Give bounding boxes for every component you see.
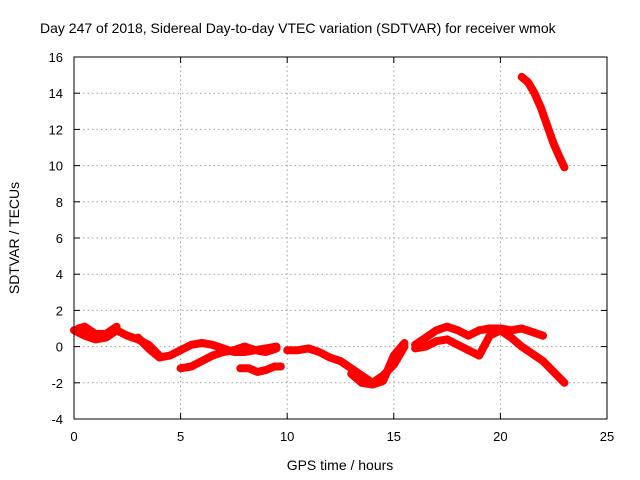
- y-tick-label: 0: [56, 340, 63, 355]
- y-tick-label: 8: [56, 195, 63, 210]
- y-tick-label: 2: [56, 303, 63, 318]
- y-tick-label: -4: [51, 412, 63, 427]
- x-tick-label: 10: [280, 429, 294, 444]
- series-trace-10: [517, 72, 569, 172]
- x-axis-label: GPS time / hours: [287, 457, 394, 473]
- x-tick-label: 25: [600, 429, 614, 444]
- series-trace-2: [74, 322, 121, 338]
- y-tick-label: 14: [49, 86, 63, 101]
- grid-lines: [74, 57, 607, 419]
- chart-title: Day 247 of 2018, Sidereal Day-to-day VTE…: [40, 20, 557, 36]
- x-tick-label: 0: [70, 429, 77, 444]
- y-axis-label: SDTVAR / TECUs: [6, 182, 22, 294]
- y-tick-label: 4: [56, 267, 63, 282]
- x-tick-label: 5: [177, 429, 184, 444]
- axes: 0 5 10 15 20 25 -4 -2 0 2 4 6 8 10 12 14 16: [49, 50, 615, 444]
- x-tick-label: 15: [387, 429, 401, 444]
- y-tick-label: 6: [56, 231, 63, 246]
- series-trace-9: [411, 326, 569, 387]
- series-trace-4: [176, 342, 281, 373]
- plot-frame: [73, 56, 608, 420]
- y-tick-label: -2: [51, 376, 63, 391]
- data-series-layer: [70, 72, 569, 389]
- y-tick-label: 12: [49, 122, 63, 137]
- x-tick-label: 20: [493, 429, 507, 444]
- series-trace-7: [347, 339, 409, 389]
- series-trace-5: [236, 362, 285, 376]
- y-tick-label: 10: [49, 159, 63, 174]
- series-trace-8: [411, 322, 547, 349]
- y-tick-label: 16: [49, 50, 63, 65]
